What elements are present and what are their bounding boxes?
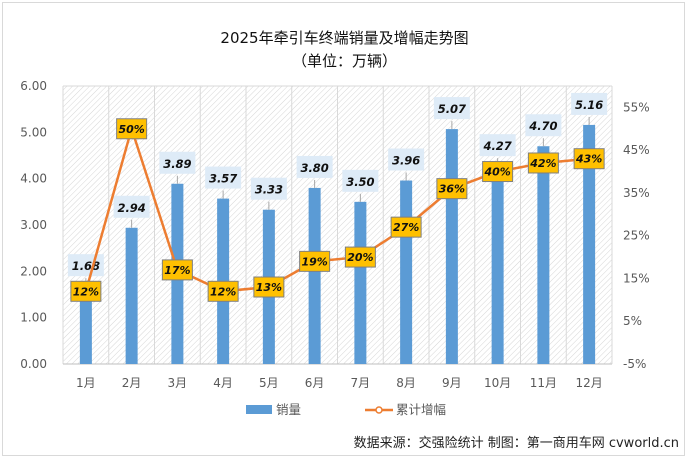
bar-label-box (113, 195, 150, 218)
bar-sales (125, 227, 138, 364)
bar-label-box (342, 169, 379, 192)
right-axis-tick-label: 55% (623, 100, 650, 114)
x-axis-tick-label: 7月 (351, 376, 371, 390)
left-axis-tick-label: 6.00 (20, 79, 47, 93)
left-axis-tick-label: 4.00 (20, 172, 47, 186)
right-axis-tick-label: -5% (623, 357, 646, 371)
line-data-label: 13% (256, 281, 282, 294)
bar-label-box (525, 114, 562, 137)
line-label-box (527, 152, 559, 174)
x-axis-tick-label: 6月 (305, 376, 325, 390)
line-data-label: 43% (575, 153, 602, 166)
legend-growth-label: 累计增幅 (396, 402, 446, 417)
line-label-box (116, 118, 148, 140)
line-label-box (70, 280, 102, 302)
x-axis-tick-label: 5月 (259, 376, 279, 390)
x-axis-tick-label: 3月 (168, 376, 188, 390)
line-label-box (436, 178, 468, 200)
line-label-box (482, 161, 514, 183)
bar-data-label: 3.57 (209, 172, 237, 186)
bar-label-box (433, 97, 470, 120)
bar-label-box (159, 151, 196, 174)
chart-frame (2, 2, 685, 456)
line-label-box (344, 246, 376, 268)
line-data-label: 36% (439, 183, 465, 196)
x-axis-tick-label: 12月 (575, 376, 602, 390)
right-axis-tick-label: 45% (623, 143, 650, 157)
line-label-box (299, 250, 331, 272)
bar-data-label: 3.80 (300, 161, 328, 175)
data-source-note: 数据来源：交强险统计 制图：第一商用车网 cvworld.cn (353, 436, 679, 451)
legend-sales-label: 销量 (276, 402, 301, 417)
right-axis-tick-label: 5% (623, 314, 642, 328)
bar-sales (400, 180, 413, 364)
line-data-label: 27% (393, 221, 419, 234)
right-axis-tick-label: 25% (623, 229, 650, 243)
bar-data-label: 3.96 (392, 154, 420, 168)
left-axis-tick-label: 0.00 (20, 357, 47, 371)
bar-label-box (479, 134, 516, 157)
x-axis-tick-label: 8月 (396, 376, 416, 390)
chart-subtitle: （单位：万辆） (291, 52, 397, 70)
x-axis-tick-label: 11月 (530, 376, 557, 390)
bar-sales (537, 146, 550, 364)
line-data-label: 40% (483, 166, 510, 179)
bar-data-label: 5.16 (575, 98, 603, 112)
bar-label-box (388, 148, 425, 171)
bar-sales (354, 201, 367, 364)
bar-sales (79, 286, 92, 364)
legend-growth-marker (375, 406, 383, 414)
line-data-label: 50% (118, 123, 144, 136)
bar-data-label: 5.07 (438, 102, 466, 116)
line-label-box (207, 280, 239, 302)
bar-label-box (250, 177, 287, 200)
bar-data-label: 3.89 (163, 157, 191, 171)
line-label-box (573, 148, 605, 170)
left-axis-tick-label: 5.00 (20, 125, 47, 139)
line-data-label: 20% (347, 251, 373, 264)
legend-sales-swatch (246, 405, 272, 414)
line-label-box (390, 216, 422, 238)
chart-title: 2025年牵引车终端销量及增幅走势图 (220, 29, 469, 47)
line-data-label: 17% (164, 264, 190, 277)
left-axis-tick-label: 1.00 (20, 311, 47, 325)
left-axis-tick-label: 3.00 (20, 218, 47, 232)
bar-sales (583, 124, 596, 364)
line-data-label: 12% (73, 285, 99, 298)
bar-data-label: 3.33 (255, 183, 283, 197)
line-data-label: 12% (210, 285, 236, 298)
bar-data-label: 4.70 (528, 119, 557, 133)
bar-data-label: 2.94 (117, 201, 145, 215)
bar-data-label: 4.27 (482, 139, 511, 153)
x-axis-tick-label: 1月 (76, 376, 96, 390)
bar-label-box (296, 155, 333, 178)
right-axis-tick-label: 35% (623, 186, 650, 200)
x-axis-tick-label: 9月 (442, 376, 462, 390)
bar-label-box (571, 92, 608, 115)
line-data-label: 42% (529, 157, 556, 170)
right-axis-tick-label: 15% (623, 271, 650, 285)
x-axis-tick-label: 2月 (122, 376, 142, 390)
bar-label-box (205, 166, 242, 189)
bar-sales (491, 166, 504, 364)
left-axis-tick-label: 2.00 (20, 264, 47, 278)
line-label-box (161, 259, 193, 281)
bar-data-label: 1.68 (72, 259, 100, 273)
bar-sales (308, 187, 321, 364)
x-axis-tick-label: 4月 (213, 376, 233, 390)
line-label-box (253, 276, 285, 298)
bar-data-label: 3.50 (346, 175, 374, 189)
line-data-label: 19% (301, 255, 327, 268)
x-axis-tick-label: 10月 (484, 376, 511, 390)
bar-sales (445, 129, 458, 364)
